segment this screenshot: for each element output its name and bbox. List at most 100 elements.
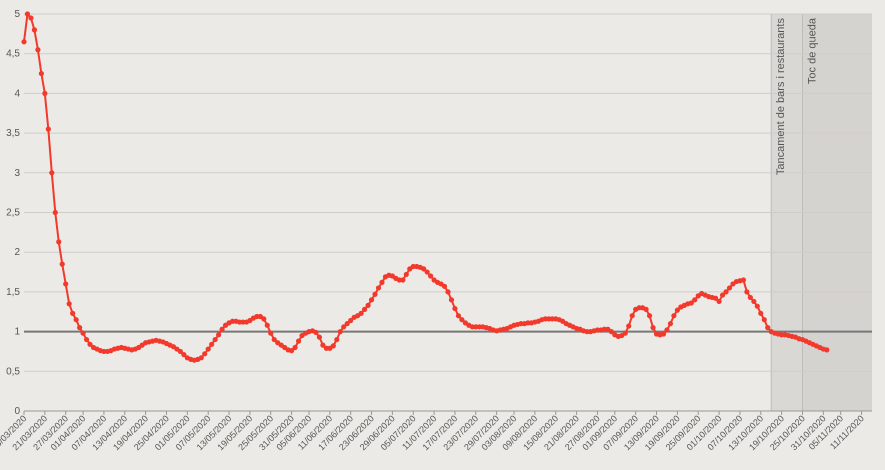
data-point-192 bbox=[688, 300, 694, 306]
data-point-45 bbox=[177, 348, 183, 355]
data-point-123 bbox=[448, 297, 455, 303]
data-point-55 bbox=[212, 336, 218, 343]
data-point-174 bbox=[626, 323, 632, 329]
data-point-57 bbox=[219, 326, 225, 332]
y-tick-label-7: 3,5 bbox=[6, 128, 20, 139]
data-point-185 bbox=[664, 327, 670, 333]
data-point-173 bbox=[622, 330, 628, 336]
data-point-2 bbox=[28, 15, 34, 21]
data-point-1 bbox=[24, 11, 31, 17]
data-point-175 bbox=[629, 313, 635, 319]
data-point-201 bbox=[719, 292, 726, 298]
data-point-9 bbox=[52, 209, 58, 216]
data-point-56 bbox=[216, 332, 222, 338]
data-point-10 bbox=[56, 239, 62, 245]
data-point-117 bbox=[428, 273, 434, 279]
data-point-207 bbox=[740, 277, 747, 283]
data-point-110 bbox=[403, 271, 409, 278]
data-point-8 bbox=[49, 170, 55, 176]
data-point-14 bbox=[70, 310, 76, 316]
y-tick-label-1: 0,5 bbox=[6, 366, 20, 377]
data-point-169 bbox=[608, 329, 614, 335]
data-point-180 bbox=[646, 313, 653, 319]
data-point-121 bbox=[441, 283, 448, 289]
data-point-99 bbox=[365, 302, 371, 308]
series-group bbox=[21, 11, 830, 363]
data-point-53 bbox=[205, 346, 211, 352]
data-point-54 bbox=[209, 341, 215, 347]
data-point-209 bbox=[747, 294, 753, 301]
data-point-15 bbox=[73, 317, 79, 323]
data-point-0 bbox=[21, 39, 27, 45]
series-line bbox=[23, 13, 828, 362]
data-point-211 bbox=[754, 303, 760, 309]
data-point-202 bbox=[723, 289, 729, 295]
data-point-102 bbox=[375, 285, 382, 291]
data-point-6 bbox=[42, 90, 48, 96]
data-point-184 bbox=[660, 331, 667, 337]
data-point-78 bbox=[292, 344, 298, 351]
data-point-181 bbox=[650, 325, 656, 331]
data-point-94 bbox=[348, 317, 354, 324]
y-tick-label-6: 3 bbox=[14, 168, 20, 179]
data-point-19 bbox=[87, 341, 93, 347]
data-point-16 bbox=[77, 325, 83, 331]
data-point-3 bbox=[31, 27, 38, 33]
data-point-203 bbox=[726, 285, 733, 291]
data-point-100 bbox=[368, 297, 375, 303]
data-point-125 bbox=[455, 313, 462, 319]
data-point-124 bbox=[452, 305, 458, 312]
data-point-85 bbox=[316, 334, 323, 340]
data-point-208 bbox=[744, 289, 750, 295]
data-point-5 bbox=[38, 70, 44, 77]
data-point-188 bbox=[674, 307, 680, 313]
data-point-97 bbox=[358, 310, 364, 316]
y-tick-label-2: 1 bbox=[14, 327, 20, 338]
data-point-71 bbox=[268, 330, 274, 336]
y-tick-label-3: 1,5 bbox=[6, 287, 20, 298]
data-point-193 bbox=[692, 297, 698, 303]
data-point-90 bbox=[334, 336, 340, 343]
data-point-126 bbox=[459, 317, 465, 323]
data-point-46 bbox=[181, 352, 187, 358]
annotation-label-1: Toc de queda bbox=[806, 17, 818, 84]
data-point-7 bbox=[45, 126, 51, 132]
data-point-186 bbox=[667, 321, 674, 327]
data-point-13 bbox=[66, 301, 72, 307]
data-point-213 bbox=[761, 317, 767, 323]
data-point-86 bbox=[320, 342, 326, 348]
annotation-label-0: Tancament de bars i restaurants bbox=[775, 18, 787, 176]
data-point-109 bbox=[400, 277, 406, 283]
data-point-187 bbox=[671, 313, 677, 319]
data-point-84 bbox=[313, 329, 319, 335]
data-point-79 bbox=[295, 338, 302, 344]
data-point-12 bbox=[63, 281, 69, 287]
data-point-51 bbox=[198, 355, 204, 361]
data-point-91 bbox=[337, 329, 343, 335]
data-point-115 bbox=[421, 266, 427, 272]
data-point-18 bbox=[83, 336, 90, 343]
data-point-92 bbox=[341, 324, 347, 330]
y-axis: 0 0,5 1 1,5 2 2,5 3 3,5 4 4,5 5 bbox=[6, 9, 20, 417]
data-point-98 bbox=[361, 306, 368, 312]
y-tick-label-9: 4,5 bbox=[6, 49, 20, 60]
data-point-11 bbox=[59, 261, 65, 267]
y-tick-label-5: 2,5 bbox=[6, 208, 20, 219]
x-axis: 15/03/202021/03/202027/03/202001/04/2020… bbox=[0, 410, 872, 452]
data-point-103 bbox=[379, 279, 385, 285]
data-point-70 bbox=[264, 322, 270, 328]
data-point-93 bbox=[344, 321, 350, 327]
data-point-210 bbox=[751, 298, 757, 305]
data-point-214 bbox=[765, 325, 771, 331]
data-point-72 bbox=[271, 336, 277, 343]
data-point-199 bbox=[713, 295, 719, 301]
gridlines bbox=[24, 13, 872, 412]
y-tick-label-10: 5 bbox=[14, 9, 20, 20]
y-tick-label-0: 0 bbox=[14, 406, 20, 417]
data-point-231 bbox=[824, 347, 830, 353]
y-tick-label-4: 2 bbox=[14, 247, 20, 258]
data-point-52 bbox=[202, 351, 208, 357]
data-point-77 bbox=[289, 348, 295, 354]
data-point-4 bbox=[35, 47, 41, 53]
